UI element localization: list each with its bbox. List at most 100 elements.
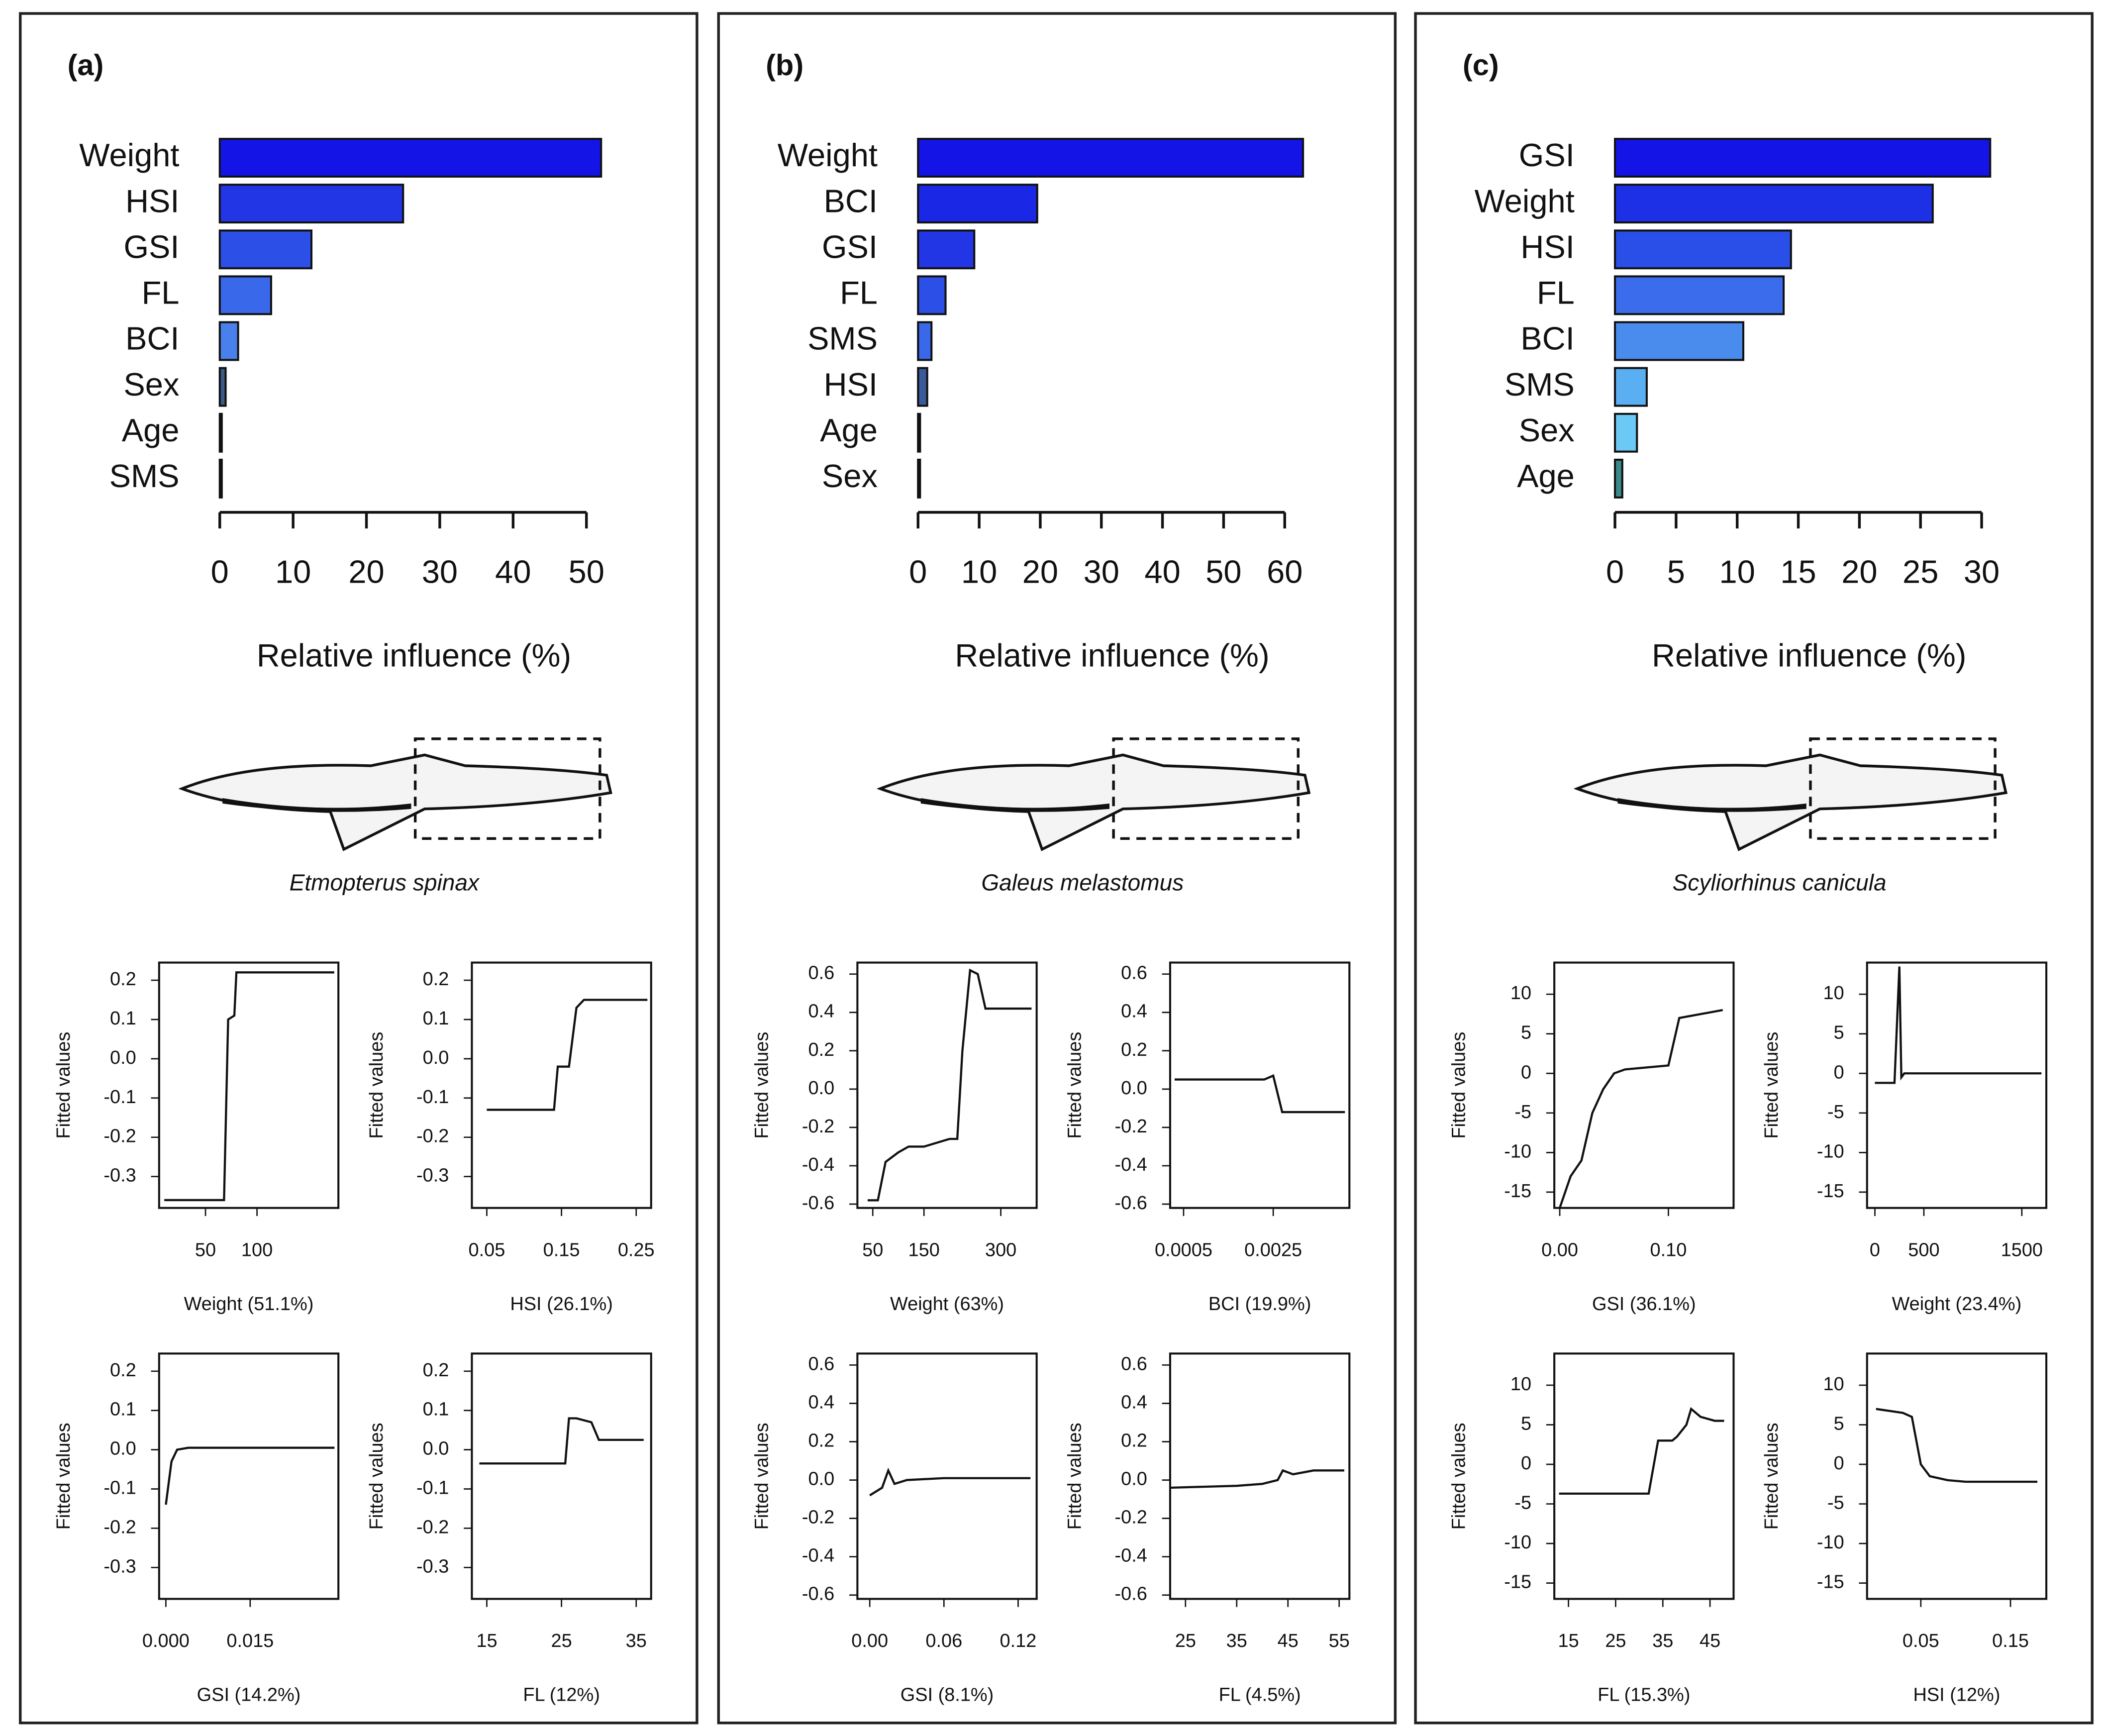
x-tick-label: 30: [1084, 553, 1119, 590]
panel-frame: [1414, 12, 2094, 1725]
x-tick-label: 15: [476, 1631, 497, 1651]
zoom-box: [413, 737, 601, 840]
bar: [218, 321, 239, 361]
category-label: Age: [820, 412, 878, 448]
x-tick-label: 500: [1908, 1239, 1939, 1260]
species-name: Etmopterus spinax: [290, 870, 480, 896]
x-tick-label: 5: [1667, 553, 1685, 590]
y-tick-label: 0.0: [1121, 1078, 1147, 1099]
y-tick-label: -0.2: [1115, 1116, 1147, 1137]
plot-frame: [1553, 1352, 1735, 1600]
plot-frame: [158, 1352, 340, 1600]
y-axis-label: Fitted values: [1761, 1032, 1782, 1139]
zoom-box: [1112, 737, 1300, 840]
x-axis-label: Relative influence (%): [1652, 637, 1966, 673]
x-axis-label: Relative influence (%): [955, 637, 1269, 673]
x-tick-label: 35: [1226, 1631, 1247, 1651]
panel-label: (c): [1463, 48, 1499, 82]
y-tick-label: 0.2: [110, 969, 136, 990]
x-tick-label: 0.0025: [1244, 1239, 1302, 1260]
y-tick-label: 0.0: [110, 1047, 136, 1068]
category-label: HSI: [125, 183, 179, 219]
y-axis-label: Fitted values: [752, 1032, 773, 1139]
y-tick-label: 5: [1521, 1022, 1531, 1043]
y-tick-label: -0.2: [1115, 1507, 1147, 1528]
y-tick-label: 0.4: [808, 1001, 835, 1022]
bar: [1614, 321, 1745, 361]
fitted-line: [164, 971, 334, 1202]
x-tick-label: 0: [1870, 1239, 1880, 1260]
plot-frame: [471, 1352, 652, 1600]
y-tick-label: -0.1: [103, 1478, 136, 1499]
x-axis-label: Weight (63%): [890, 1294, 1004, 1315]
fitted-line: [479, 1417, 644, 1465]
y-tick-label: 0.1: [423, 1399, 449, 1420]
y-tick-label: -0.3: [416, 1165, 449, 1186]
x-tick-label: 25: [1175, 1631, 1196, 1651]
fitted-line: [1170, 1469, 1344, 1489]
fitted-line: [1559, 1407, 1724, 1495]
x-axis-label: Weight (51.1%): [184, 1294, 314, 1315]
category-label: Sex: [822, 458, 878, 494]
x-axis-label: BCI (19.9%): [1208, 1294, 1311, 1315]
category-label: SMS: [109, 458, 180, 494]
panel-frame: [19, 12, 699, 1725]
plot-frame: [158, 961, 340, 1209]
zoom-box: [1809, 737, 1997, 840]
y-axis-label: Fitted values: [1761, 1423, 1782, 1530]
y-tick-label: 0.0: [423, 1438, 449, 1459]
bar: [917, 367, 928, 407]
y-tick-label: -15: [1817, 1181, 1844, 1202]
bar: [917, 412, 921, 453]
y-tick-label: -0.3: [416, 1556, 449, 1577]
y-tick-label: 0.2: [423, 1360, 449, 1381]
x-axis-label: HSI (26.1%): [510, 1294, 613, 1315]
bar: [1614, 138, 1992, 178]
bar: [218, 412, 223, 453]
y-tick-label: -10: [1504, 1532, 1531, 1553]
panel-frame: [717, 12, 1397, 1725]
plot-frame: [1866, 1352, 2048, 1600]
bar: [917, 321, 933, 361]
bar: [218, 367, 227, 407]
bar: [1614, 184, 1934, 224]
y-tick-label: 0.2: [808, 1039, 835, 1060]
y-tick-label: -0.1: [416, 1478, 449, 1499]
category-label: BCI: [824, 183, 878, 219]
x-tick-label: 20: [1022, 553, 1058, 590]
x-tick-label: 50: [195, 1239, 216, 1260]
x-tick-label: 0.15: [543, 1239, 580, 1260]
x-tick-label: 0.12: [1000, 1631, 1037, 1651]
y-tick-label: -0.2: [802, 1507, 834, 1528]
shark-markings: [1617, 798, 1806, 812]
x-tick-label: 1500: [2001, 1239, 2043, 1260]
x-tick-label: 60: [1267, 553, 1302, 590]
y-tick-label: 0: [1834, 1062, 1844, 1083]
y-tick-label: -5: [1514, 1493, 1531, 1514]
y-tick-label: 0.0: [1121, 1469, 1147, 1490]
y-tick-label: 0: [1521, 1453, 1531, 1474]
category-label: GSI: [123, 228, 179, 265]
x-tick-label: 50: [1205, 553, 1241, 590]
species-name: Galeus melastomus: [981, 870, 1184, 896]
y-tick-label: -10: [1504, 1141, 1531, 1162]
x-tick-label: 50: [862, 1239, 883, 1260]
category-label: Age: [1517, 458, 1575, 494]
category-label: HSI: [824, 366, 878, 403]
category-label: Weight: [1475, 183, 1575, 219]
x-tick-label: 0.000: [142, 1631, 190, 1651]
x-tick-label: 0.10: [1650, 1239, 1687, 1260]
y-tick-label: -0.4: [1115, 1154, 1147, 1175]
x-tick-label: 35: [626, 1631, 647, 1651]
x-tick-label: 45: [1278, 1631, 1299, 1651]
y-axis-label: Fitted values: [1064, 1423, 1085, 1530]
x-axis-label: GSI (14.2%): [197, 1685, 301, 1706]
x-axis-label: Relative influence (%): [257, 637, 571, 673]
bar: [1614, 229, 1792, 270]
y-tick-label: 0.4: [1121, 1392, 1147, 1413]
y-tick-label: -0.4: [1115, 1545, 1147, 1566]
y-axis-label: Fitted values: [366, 1032, 387, 1139]
fitted-line: [1559, 1009, 1723, 1209]
x-tick-label: 10: [1719, 553, 1755, 590]
y-tick-label: 5: [1834, 1414, 1844, 1434]
